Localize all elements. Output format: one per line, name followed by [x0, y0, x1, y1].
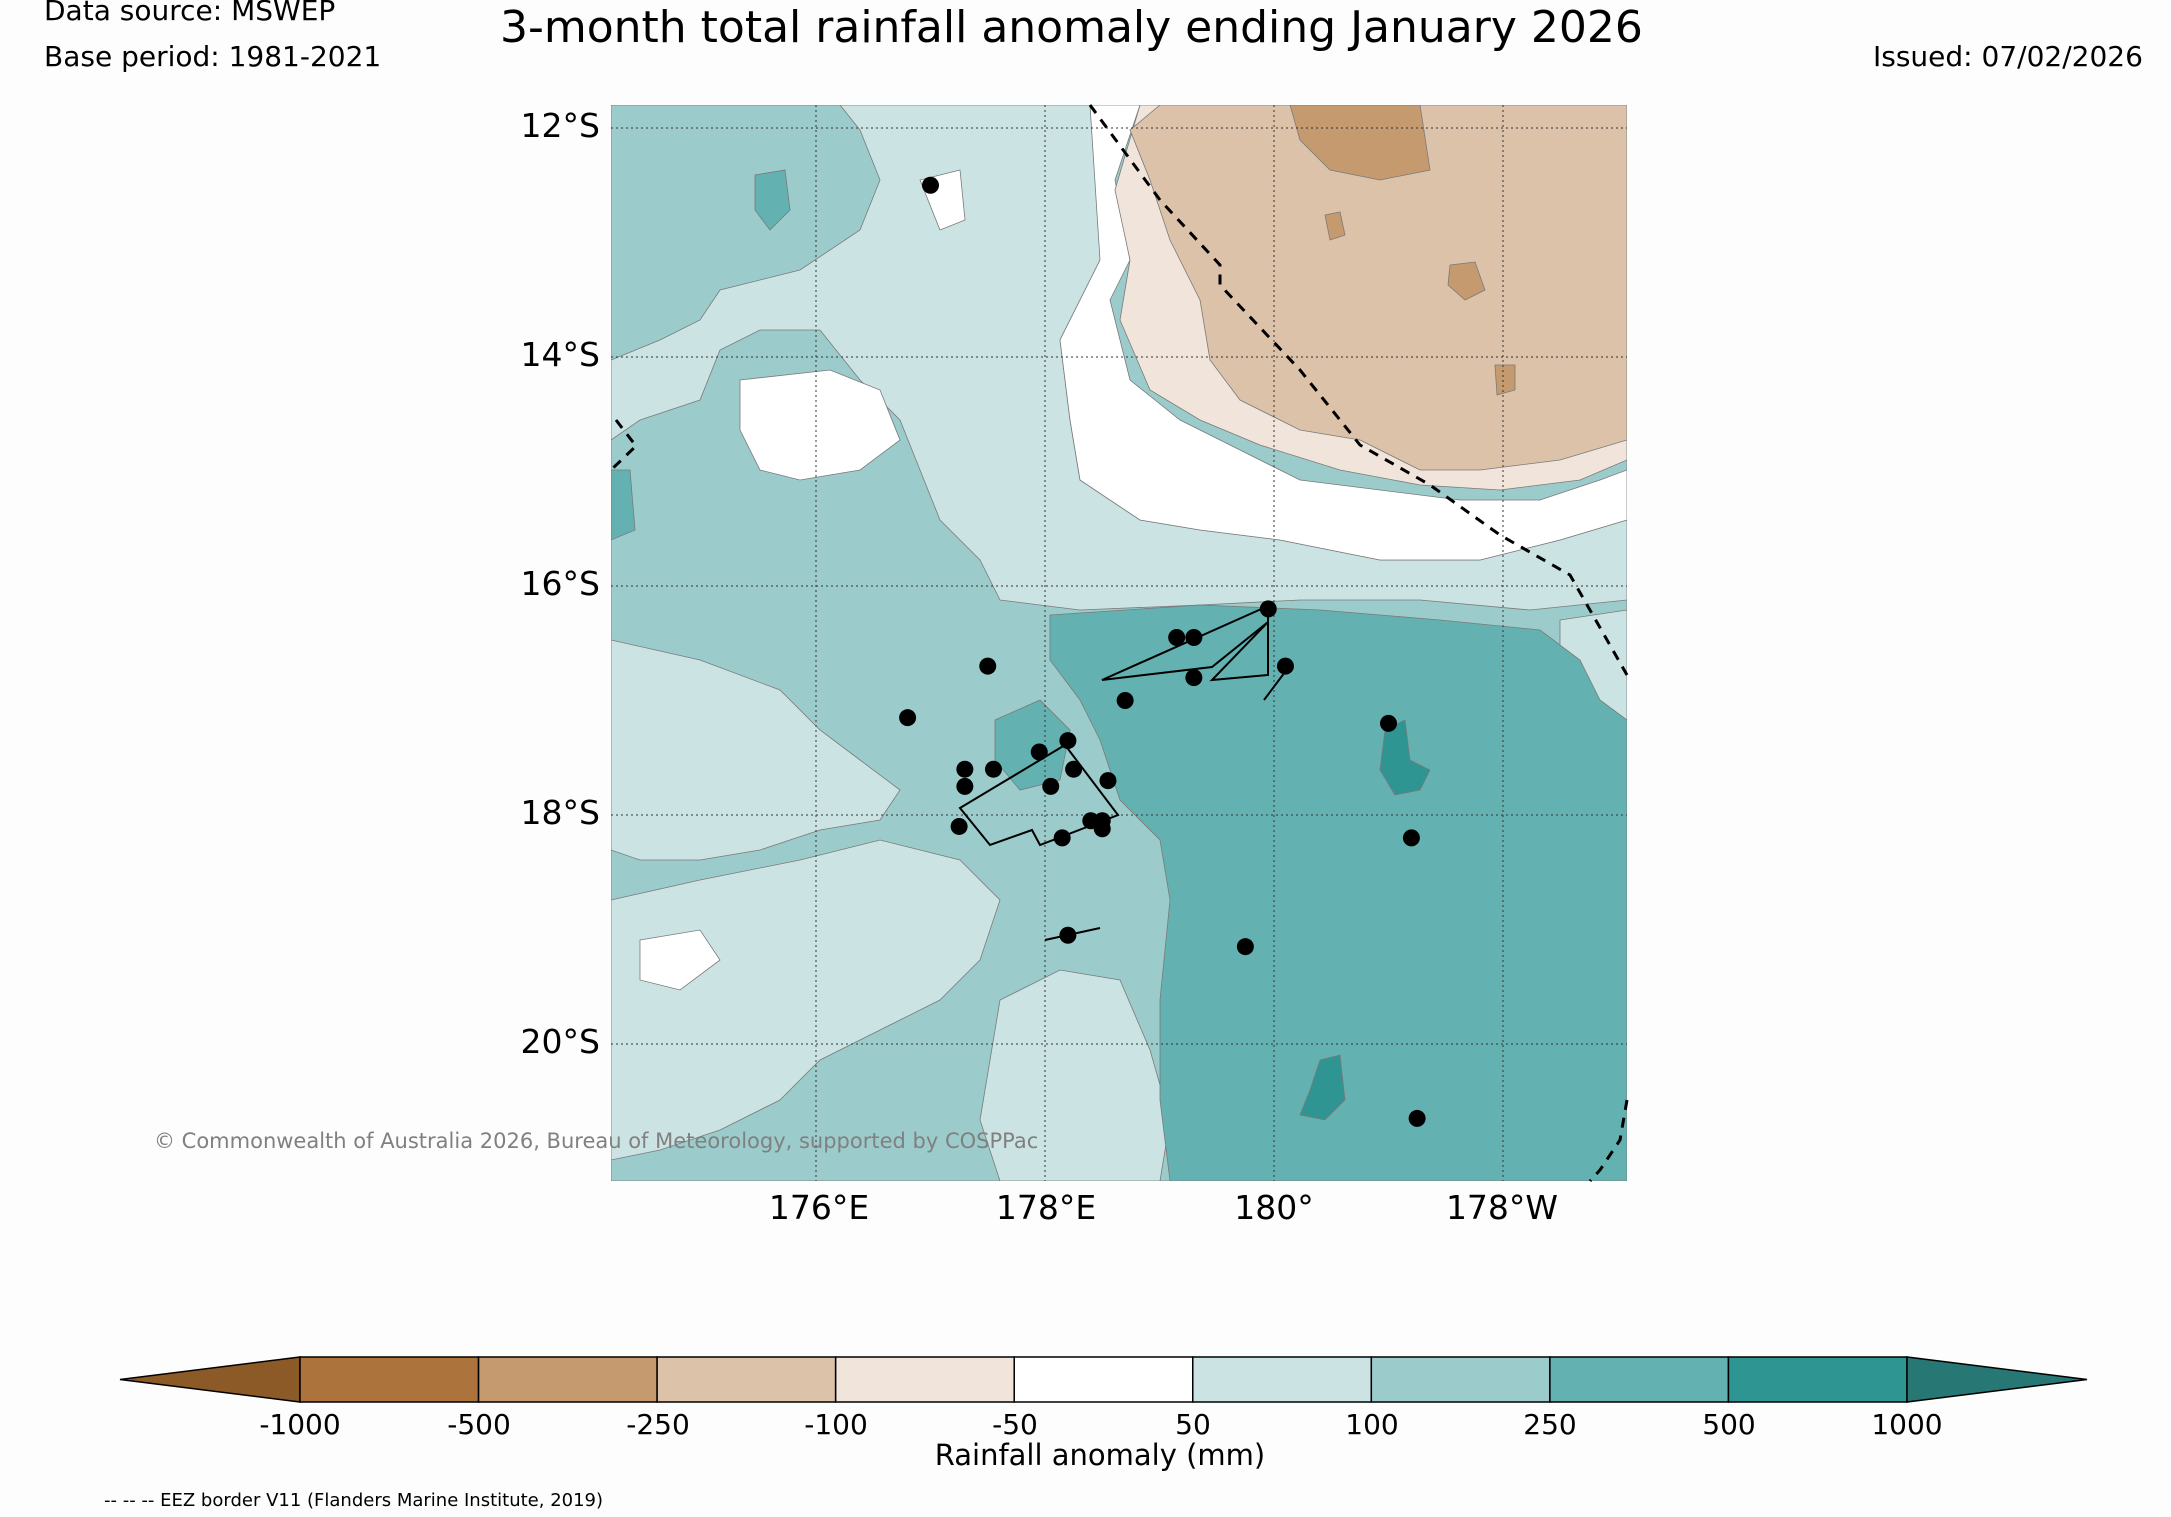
station-marker-17 [1116, 692, 1134, 709]
colorbar-high-extension [1906, 1356, 2088, 1403]
colorbar-segment-4 [834, 1356, 1015, 1403]
colorbar-segment-7 [1370, 1356, 1551, 1403]
fill-below-500-b [1447, 261, 1486, 301]
colorbar-segment-5 [1013, 1356, 1194, 1403]
fill-near-normal-east [1059, 105, 1627, 561]
colorbar-label: Rainfall anomaly (mm) [934, 1438, 1266, 1472]
colorbar-tick-4: -100 [804, 1408, 868, 1441]
station-marker-22 [1276, 657, 1294, 675]
station-marker-2 [979, 657, 997, 675]
station-marker-7 [950, 817, 968, 835]
fill-below-500-d [1324, 211, 1346, 241]
station-marker-3 [899, 709, 917, 727]
colorbar-tick-5: -50 [992, 1408, 1038, 1441]
station-marker-1 [922, 176, 939, 194]
fill-above-50-west [611, 639, 901, 861]
station-marker-5 [956, 777, 974, 795]
station-marker-20 [1185, 669, 1203, 687]
station-marker-15 [1093, 820, 1111, 838]
map-title: 3-month total rainfall anomaly ending Ja… [500, 2, 1643, 53]
data-source-label: Data source: MSWEP [44, 0, 336, 27]
station-marker-26 [1236, 938, 1254, 956]
fill-above-250-fiji [994, 699, 1071, 791]
station-marker-8 [1030, 743, 1048, 761]
colorbar-segment-2 [477, 1356, 658, 1403]
lon-label-180: 180° [1234, 1188, 1314, 1227]
station-marker-27 [1408, 1109, 1426, 1127]
fill-above-500-b [1299, 1054, 1346, 1121]
colorbar-tick-7: 100 [1345, 1408, 1399, 1441]
station-marker-19 [1185, 629, 1203, 647]
station-marker-10 [1065, 760, 1083, 778]
colorbar-segment-1 [299, 1356, 480, 1403]
graticule [611, 105, 1627, 1181]
issued-date-label: Issued: 07/02/2026 [1873, 40, 2143, 73]
lat-label-14s: 14°S [520, 335, 600, 374]
fill-near-normal-center [739, 369, 901, 481]
lat-label-20s: 20°S [520, 1022, 600, 1061]
colorbar-tick-9: 500 [1702, 1408, 1756, 1441]
colorbar-tick-2: -500 [447, 1408, 511, 1441]
station-marker-4 [956, 760, 974, 778]
lon-label-178e: 178°E [995, 1188, 1097, 1227]
fill-above-500-a [1379, 719, 1431, 796]
colorbar-tick-6: 50 [1175, 1408, 1211, 1441]
station-marker-24 [1402, 829, 1420, 847]
colorbar-segment-3 [656, 1356, 837, 1403]
colorbar [119, 1356, 2088, 1403]
anomaly-fill-layer [611, 105, 1627, 1181]
station-markers [899, 176, 1426, 1127]
fill-above-250-east [1049, 604, 1627, 1181]
lon-label-176e: 176°E [768, 1188, 870, 1227]
fill-below-500-c [1494, 364, 1516, 396]
fill-near-normal-south [639, 929, 721, 991]
eez-footnote: -- -- -- EEZ border V11 (Flanders Marine… [104, 1490, 604, 1511]
colorbar-tick-10: 1000 [1871, 1408, 1943, 1441]
fill-below-500-a [1289, 105, 1431, 181]
colorbar-segment-8 [1549, 1356, 1730, 1403]
colorbar-low-extension [119, 1356, 301, 1403]
colorbar-tick-3: -250 [626, 1408, 690, 1441]
fill-above-50-southwest [611, 839, 1001, 1161]
lat-label-18s: 18°S [520, 793, 600, 832]
station-marker-12 [1099, 772, 1117, 790]
station-marker-25 [1059, 926, 1077, 944]
eez-border [609, 104, 1629, 1183]
colorbar-tick-8: 250 [1523, 1408, 1577, 1441]
fill-above-250-north [754, 169, 791, 231]
station-marker-11 [1042, 777, 1060, 795]
station-marker-6 [984, 760, 1002, 778]
lat-label-16s: 16°S [520, 564, 600, 603]
lon-label-178w: 178°W [1445, 1188, 1559, 1227]
station-marker-18 [1168, 629, 1186, 647]
colorbar-segment-9 [1727, 1356, 1908, 1403]
lat-label-12s: 12°S [520, 106, 600, 145]
station-marker-9 [1059, 732, 1077, 750]
station-marker-21 [1259, 600, 1277, 618]
base-period-label: Base period: 1981-2021 [44, 40, 382, 73]
copyright-notice: © Commonwealth of Australia 2026, Bureau… [154, 1129, 1039, 1153]
colorbar-segment-6 [1192, 1356, 1373, 1403]
station-marker-23 [1380, 714, 1397, 732]
station-marker-16 [1053, 829, 1071, 847]
colorbar-tick-1: -1000 [259, 1408, 341, 1441]
fill-above-250-west [611, 469, 636, 541]
